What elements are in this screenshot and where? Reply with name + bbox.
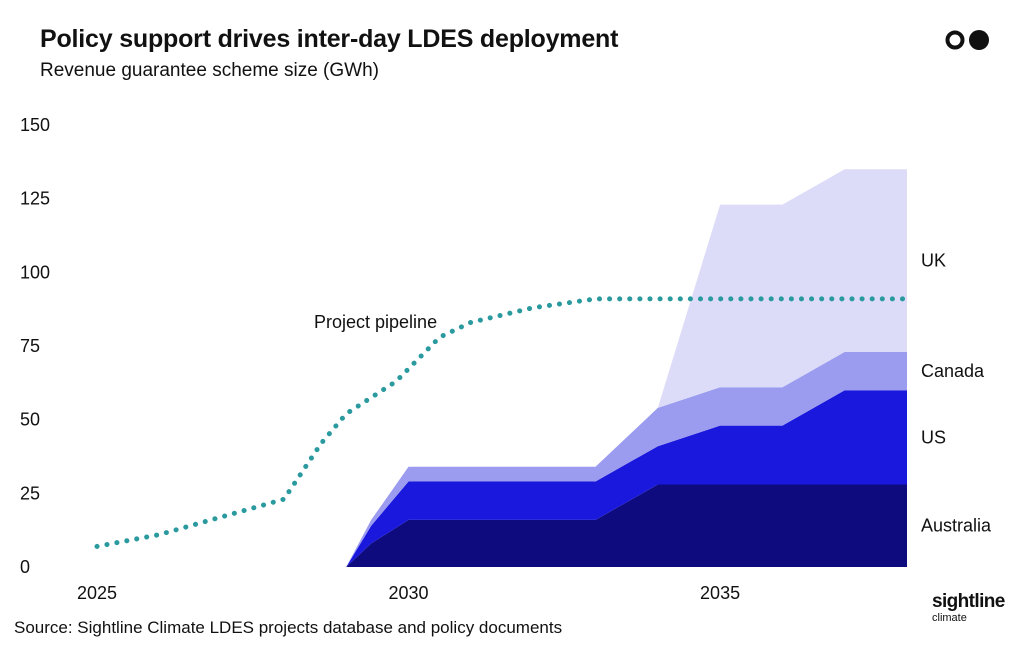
brand-name: sightline: [932, 591, 1005, 612]
y-tick-label: 125: [20, 189, 50, 209]
y-tick-label: 50: [20, 410, 40, 430]
logo-circles-icon: [945, 30, 989, 50]
y-tick-label: 75: [20, 336, 40, 356]
source-note: Source: Sightline Climate LDES projects …: [14, 618, 563, 637]
y-axis: 0 25 50 75 100 125 150: [20, 115, 50, 577]
series-label-us: US: [921, 427, 946, 447]
chart-title: Policy support drives inter-day LDES dep…: [40, 25, 619, 53]
x-axis: 2025 2030 2035: [77, 583, 740, 603]
area-us: [346, 390, 907, 567]
series-labels: Australia US Canada UK: [921, 251, 992, 536]
chart-subtitle: Revenue guarantee scheme size (GWh): [40, 60, 379, 81]
area-series: [346, 169, 907, 567]
pipeline-label: Project pipeline: [314, 312, 437, 332]
x-tick-label: 2025: [77, 583, 117, 603]
y-tick-label: 100: [20, 262, 50, 282]
brand-logo: sightline climate: [932, 591, 1012, 625]
pipeline-series: Project pipeline: [94, 296, 910, 549]
area-uk: [346, 169, 907, 567]
area-canada: [346, 351, 907, 567]
series-label-australia: Australia: [921, 516, 992, 536]
y-tick-label: 150: [20, 115, 50, 135]
area-australia: [346, 484, 907, 567]
series-label-uk: UK: [921, 251, 946, 271]
brand-sub: climate: [932, 612, 967, 624]
y-tick-label: 25: [20, 483, 40, 503]
pipeline-line: [94, 296, 910, 549]
x-tick-label: 2030: [389, 583, 429, 603]
y-tick-label: 0: [20, 557, 30, 577]
x-tick-label: 2035: [700, 583, 740, 603]
series-label-canada: Canada: [921, 361, 985, 381]
